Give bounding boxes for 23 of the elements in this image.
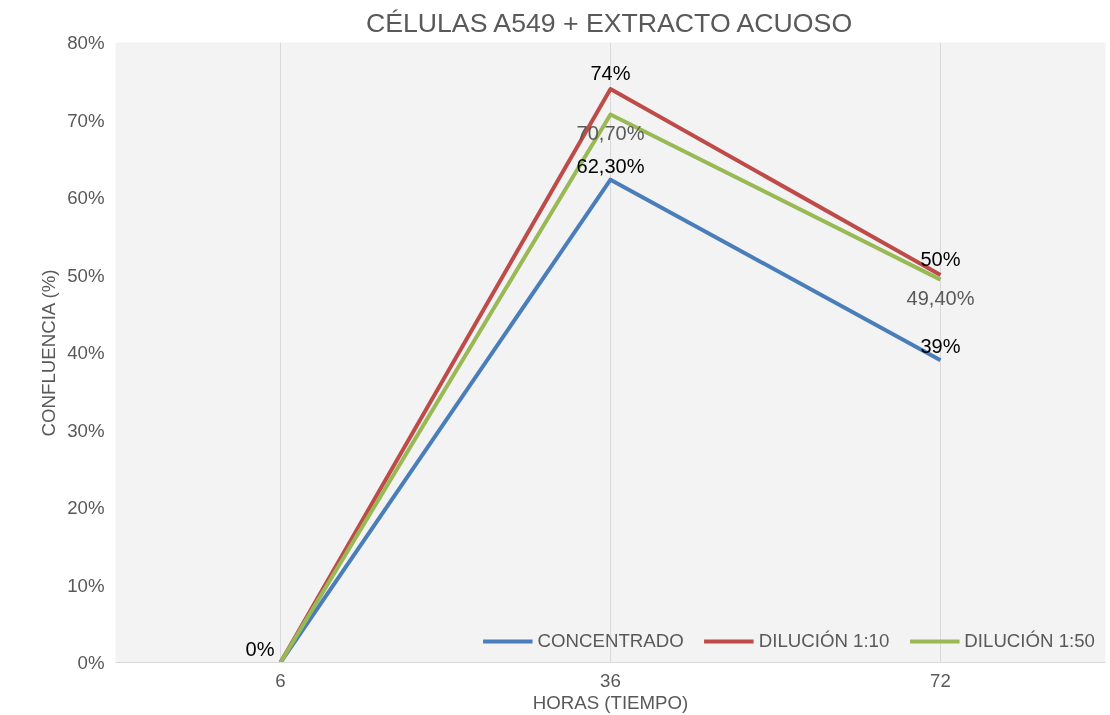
y-tick-label: 30% [67, 419, 105, 441]
x-tick-label: 36 [600, 669, 621, 691]
y-axis-title: CONFLUENCIA (%) [38, 269, 60, 437]
legend-label: DILUCIÓN 1:50 [964, 630, 1095, 652]
y-tick-label: 40% [67, 342, 105, 363]
data-label: 49,40% [906, 286, 975, 309]
data-label: 50% [920, 248, 961, 270]
y-tick-label: 70% [67, 109, 105, 131]
data-label: 0% [245, 637, 275, 660]
y-tick-label: 60% [67, 187, 105, 208]
legend-label: DILUCIÓN 1:10 [758, 630, 890, 652]
x-tick-label: 72 [930, 669, 951, 691]
y-tick-label: 80% [67, 32, 105, 53]
data-label: 74% [590, 62, 631, 84]
data-label: 39% [920, 335, 961, 358]
y-tick-label: 0% [77, 652, 105, 673]
y-tick-label: 20% [67, 497, 105, 518]
y-tick-label: 50% [67, 264, 105, 286]
legend-label: CONCENTRADO [537, 630, 684, 652]
y-tick-label: 10% [67, 574, 105, 596]
x-tick-label: 6 [275, 669, 286, 691]
chart-title: CÉLULAS A549 + EXTRACTO ACUOSO [365, 7, 853, 38]
x-axis-title: HORAS (TIEMPO) [532, 691, 689, 713]
